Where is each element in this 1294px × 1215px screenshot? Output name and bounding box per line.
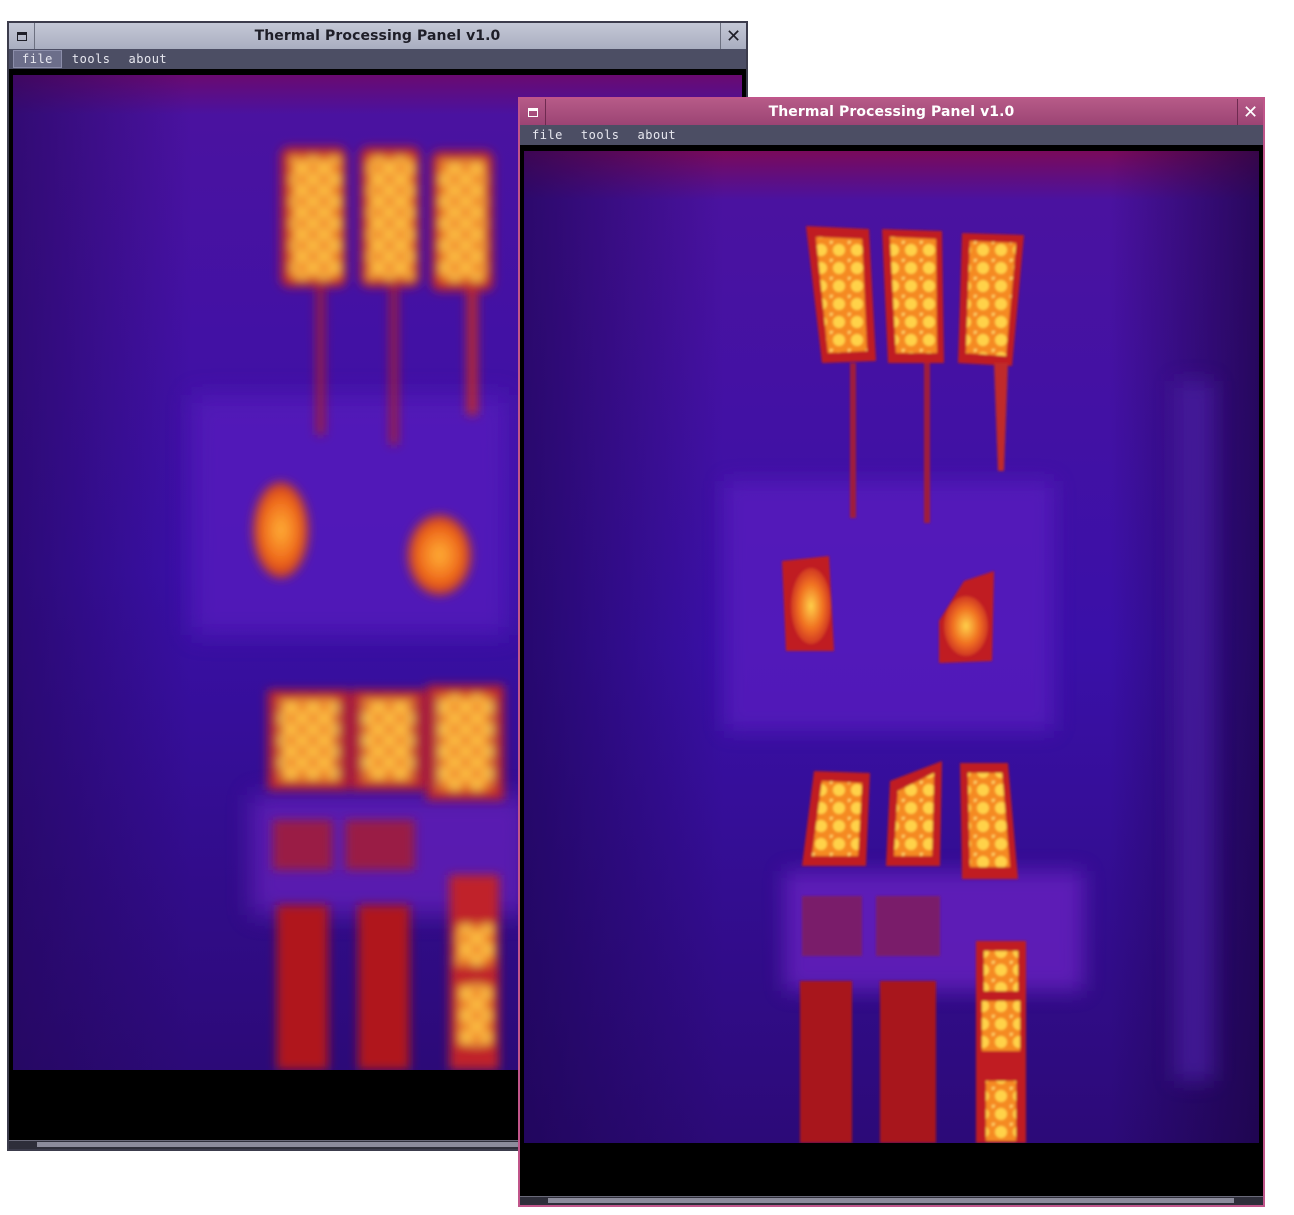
menu-tools[interactable]: tools (580, 128, 620, 142)
horizontal-scrollbar[interactable] (9, 1140, 746, 1149)
horizontal-scrollbar[interactable] (520, 1196, 1263, 1205)
scrollbar-thumb[interactable] (37, 1142, 737, 1147)
close-icon[interactable]: ✕ (720, 23, 746, 49)
menubar: file tools about (9, 49, 746, 69)
menu-file[interactable]: file (532, 128, 563, 142)
thermal-image-sharp (524, 151, 1259, 1143)
titlebar[interactable]: Thermal Processing Panel v1.0 ✕ (9, 23, 746, 50)
close-icon[interactable]: ✕ (1237, 99, 1263, 125)
window-restore-icon[interactable] (520, 99, 546, 125)
thermal-window-front[interactable]: Thermal Processing Panel v1.0 ✕ file too… (518, 97, 1265, 1207)
menu-about[interactable]: about (637, 128, 677, 142)
scrollbar-thumb[interactable] (548, 1198, 1234, 1203)
menu-tools[interactable]: tools (71, 52, 111, 66)
window-title: Thermal Processing Panel v1.0 (254, 28, 501, 44)
window-restore-icon[interactable] (9, 23, 35, 49)
status-bar (520, 1143, 1263, 1197)
titlebar[interactable]: Thermal Processing Panel v1.0 ✕ (520, 99, 1263, 126)
window-title: Thermal Processing Panel v1.0 (768, 104, 1015, 120)
menu-file[interactable]: file (13, 50, 62, 68)
menubar: file tools about (520, 125, 1263, 145)
thermal-image-view[interactable] (524, 151, 1259, 1143)
menu-about[interactable]: about (128, 52, 168, 66)
